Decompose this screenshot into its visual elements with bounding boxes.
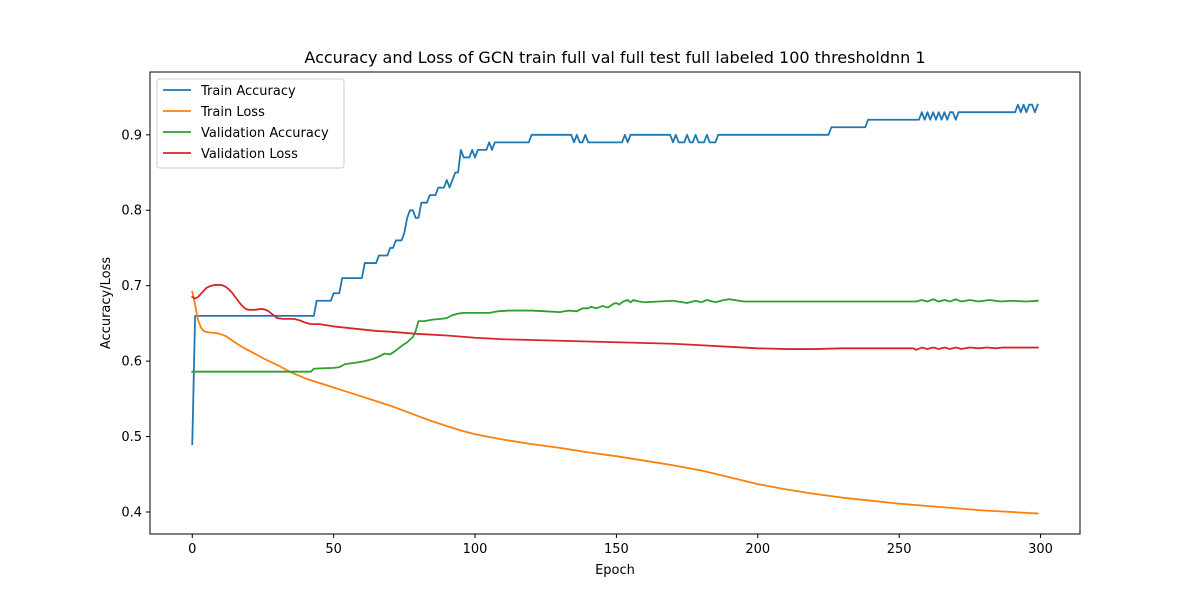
- x-tick-label: 50: [325, 542, 342, 557]
- x-tick-label: 200: [745, 542, 770, 557]
- y-axis: 0.4 0.5 0.6 0.7 0.8 0.9: [121, 128, 150, 521]
- legend-entry: Train Loss: [200, 105, 265, 120]
- x-tick-label: 100: [463, 542, 488, 557]
- y-tick-label: 0.6: [121, 355, 142, 370]
- series-line-validation-loss: [191, 284, 1039, 351]
- x-axis-label: Epoch: [595, 563, 635, 578]
- series-line-train-accuracy: [191, 103, 1039, 446]
- x-tick-label: 300: [1028, 542, 1053, 557]
- legend: Train Accuracy Train Loss Validation Accur…: [156, 78, 345, 169]
- y-tick-label: 0.7: [121, 279, 142, 294]
- y-axis-label: Accuracy/Loss: [99, 257, 114, 349]
- y-tick-label: 0.5: [121, 430, 142, 445]
- x-tick-label: 250: [887, 542, 912, 557]
- x-tick-label: 150: [604, 542, 629, 557]
- x-axis: 0 50 100 150 200 250 300: [188, 534, 1053, 557]
- legend-entry: Validation Accuracy: [201, 126, 329, 141]
- y-tick-label: 0.8: [121, 204, 142, 219]
- y-tick-label: 0.4: [121, 506, 142, 521]
- series-line-validation-accuracy: [191, 298, 1039, 373]
- axes-frame: [149, 71, 1081, 535]
- legend-box: [156, 78, 345, 169]
- x-tick-label: 0: [188, 542, 196, 557]
- legend-entry: Train Accuracy: [200, 84, 296, 99]
- plot-area: [191, 103, 1039, 515]
- y-tick-label: 0.9: [121, 128, 142, 143]
- legend-entry: Validation Loss: [201, 147, 298, 162]
- chart-title: Accuracy and Loss of GCN train full val …: [304, 48, 925, 67]
- series-line-train-loss: [191, 290, 1039, 515]
